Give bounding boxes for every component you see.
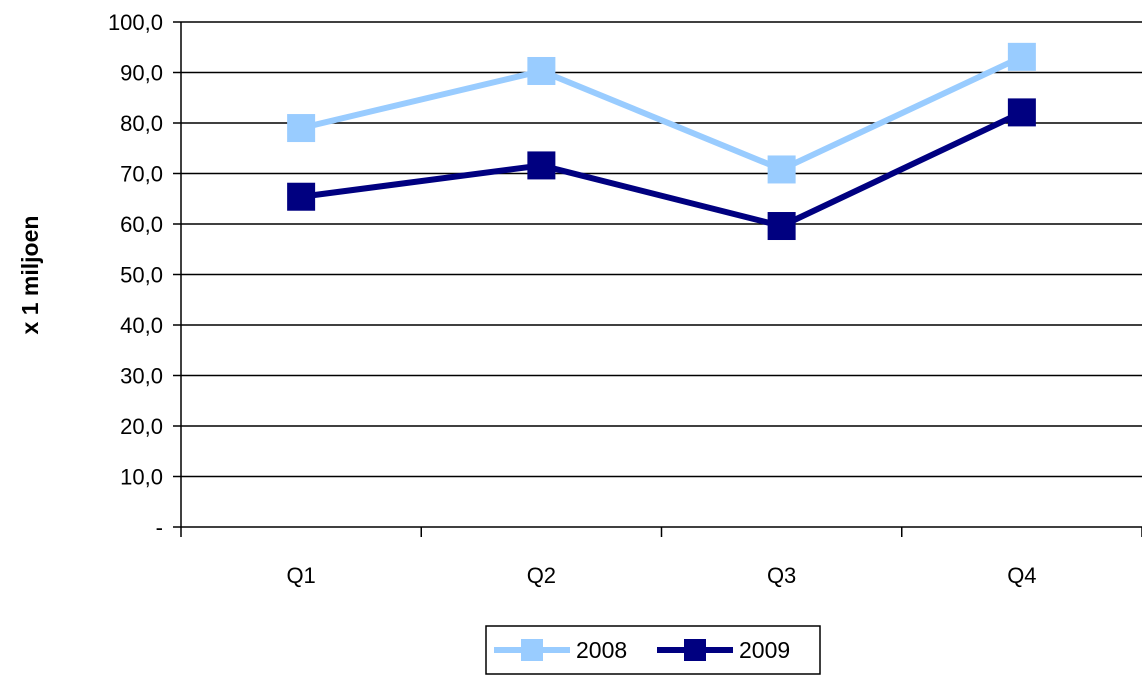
y-tick-label: 100,0 (108, 10, 163, 35)
legend-item: 2008 (494, 637, 627, 663)
data-point (287, 114, 316, 143)
y-tick-label: 30,0 (120, 364, 163, 389)
series-2008 (287, 42, 1036, 184)
y-tick-label: 10,0 (120, 465, 163, 490)
y-tick-label: 80,0 (120, 111, 163, 136)
y-axis-label: x 1 miljoen (17, 216, 43, 335)
y-tick-label: 90,0 (120, 61, 163, 86)
x-tick-label: Q3 (767, 563, 796, 588)
y-tick-label: 40,0 (120, 313, 163, 338)
x-tick-label: Q2 (527, 563, 556, 588)
x-tick-label: Q4 (1007, 563, 1036, 588)
y-tick-label: 70,0 (120, 162, 163, 187)
axes: - 10,0 20,0 30,0 40,0 50,0 60,0 70,0 80,0 90,0 100… (108, 10, 1142, 588)
y-tick-label: 60,0 (120, 212, 163, 237)
legend-label: 2009 (739, 637, 790, 663)
data-point (1007, 42, 1036, 71)
legend-swatch-marker (684, 639, 706, 661)
legend: 2008 2009 (485, 625, 821, 675)
data-point (527, 56, 556, 85)
data-point (287, 182, 316, 211)
data-point (767, 155, 796, 184)
series-line (300, 54, 1024, 173)
gridlines (181, 21, 1142, 478)
data-point (767, 212, 796, 241)
legend-swatch-marker (521, 639, 543, 661)
series-line (300, 109, 1024, 230)
y-tick-label: - (156, 515, 163, 540)
series-layer (287, 42, 1036, 241)
y-tick-label: 50,0 (120, 263, 163, 288)
legend-item: 2009 (657, 637, 790, 663)
legend-label: 2008 (576, 637, 627, 663)
x-tick-label: Q1 (286, 563, 315, 588)
data-point (527, 151, 556, 180)
series-2009 (287, 98, 1036, 241)
y-tick-label: 20,0 (120, 414, 163, 439)
data-point (1007, 98, 1036, 127)
